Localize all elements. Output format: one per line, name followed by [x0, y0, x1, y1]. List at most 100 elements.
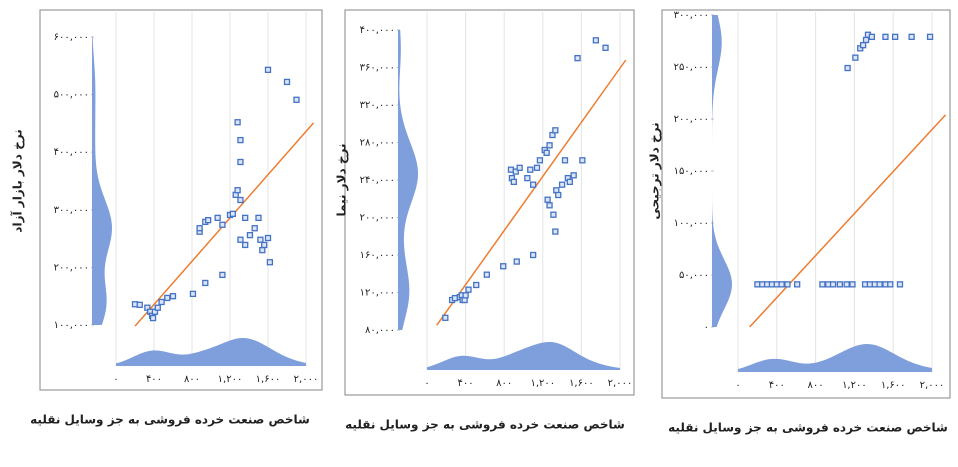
point [544, 196, 551, 203]
y-tick-label: ۲۵۰,۰۰۰ [674, 62, 709, 73]
point [530, 251, 537, 259]
x-tick-label: ۱,۲۰۰ [218, 374, 243, 385]
x-tick-label: ۸۰۰ [496, 378, 512, 389]
point [859, 42, 867, 49]
y-axis-title: نرخ دلار بازار آزاد [10, 129, 25, 232]
point [602, 44, 609, 51]
point [527, 166, 534, 173]
y-tick-label: ۵۰,۰۰۰ [679, 270, 709, 281]
y-tick-label: ۲۰۰,۰۰۰ [674, 114, 709, 125]
y-tick-label: ۲۰۰,۰۰۰ [54, 262, 89, 273]
point [164, 294, 171, 302]
x-density [427, 342, 620, 370]
x-axis-title: شاخص صنعت خرده فروشی به جز وسایل نقلیه [345, 418, 625, 433]
point [234, 119, 241, 126]
y-tick-label: ۱۵۰,۰۰۰ [674, 166, 709, 177]
point [136, 301, 143, 308]
point [219, 271, 226, 279]
point [483, 271, 490, 278]
y-density [92, 37, 112, 325]
point [465, 286, 472, 293]
point [891, 33, 899, 40]
point [784, 281, 791, 288]
y-tick-label: ۲۴۰,۰۰۰ [360, 175, 395, 186]
point [852, 54, 859, 61]
x-axis-title: شاخص صنعت خرده فروشی به جز وسایل نقلیه [30, 413, 310, 428]
point [237, 136, 244, 144]
x-tick-label: ۱,۶۰۰ [256, 374, 281, 385]
point [552, 228, 559, 235]
point [293, 96, 300, 103]
x-tick-label: ۸۰۰ [808, 380, 824, 391]
trend-line [436, 59, 627, 326]
point [259, 246, 266, 254]
point [196, 225, 203, 232]
point [513, 258, 520, 265]
point [862, 36, 870, 44]
panel-frame [344, 9, 635, 396]
point [169, 293, 177, 300]
point [154, 304, 161, 311]
point [246, 231, 254, 239]
y-tick-label: ۳۶۰,۰۰۰ [360, 63, 395, 74]
point [555, 191, 562, 199]
chart-panel: ۰ ۴۰۰ ۸۰۰ ۱,۲۰۰ ۱,۶۰۰ ۲,۰۰۰ ۱۰۰,۰۰۰ ۲۰۰,۰۰۰ ۳۰۰,… [10, 9, 323, 428]
point [516, 164, 523, 171]
point [876, 281, 883, 288]
point [843, 281, 850, 288]
y-axis-title: نرخ دلار نیما [335, 144, 349, 217]
point [261, 241, 268, 249]
chart-panel: ۰ ۴۰۰ ۸۰۰ ۱,۲۰۰ ۱,۶۰۰ ۲,۰۰۰ ۰ ۵۰,۰۰۰ ۱۰۰,۰۰۰ ۱۵۰,… [648, 9, 951, 436]
point [214, 214, 221, 222]
point [237, 196, 244, 204]
y-tick-label: ۱۲۰,۰۰۰ [360, 288, 395, 299]
x-tick-label: ۰ [735, 380, 740, 391]
x-tick-label: ۸۰۰ [184, 374, 200, 385]
point [778, 281, 785, 288]
point [579, 157, 586, 164]
point [819, 281, 826, 288]
point [546, 142, 553, 149]
y-density [398, 30, 418, 330]
x-tick-label: ۴۰۰ [458, 378, 474, 389]
point [189, 290, 197, 298]
point [512, 168, 519, 175]
y-tick-label: ۲۸۰,۰۰۰ [360, 138, 395, 149]
y-tick-label: ۶۰۰,۰۰۰ [54, 32, 89, 43]
x-tick-label: ۰ [424, 378, 429, 389]
point [229, 210, 237, 217]
point [908, 33, 915, 40]
point [524, 174, 531, 182]
x-density [738, 344, 932, 372]
point [836, 281, 843, 288]
point [442, 314, 449, 321]
x-tick-label: ۴۰۰ [769, 380, 785, 391]
point [219, 221, 226, 228]
point [283, 78, 291, 86]
point [926, 33, 934, 40]
y-tick-label: ۳۰۰,۰۰۰ [674, 10, 709, 21]
x-tick-label: ۰ [113, 374, 118, 385]
x-tick-label: ۱,۲۰۰ [842, 380, 867, 391]
x-tick-label: ۱,۶۰۰ [569, 378, 594, 389]
point [242, 241, 249, 249]
point [574, 54, 581, 62]
point [462, 292, 469, 299]
trend-line [749, 114, 947, 328]
point [202, 279, 209, 287]
point [794, 281, 801, 288]
point [530, 181, 537, 188]
point [264, 234, 272, 242]
y-tick-label: ۳۲۰,۰۰۰ [360, 100, 395, 111]
point [829, 281, 837, 288]
y-density [712, 15, 732, 327]
point [570, 172, 577, 179]
point [566, 178, 573, 186]
point [868, 33, 876, 40]
x-tick-label: ۱,۲۰۰ [530, 378, 555, 389]
panel-frame [39, 9, 323, 391]
point [149, 314, 157, 322]
point [257, 236, 264, 243]
chart-panel: ۰ ۴۰۰ ۸۰۰ ۱,۲۰۰ ۱,۶۰۰ ۲,۰۰۰ ۸۰,۰۰۰ ۱۲۰,۰۰۰ ۱۶۰,۰… [335, 9, 635, 433]
point [536, 157, 544, 164]
